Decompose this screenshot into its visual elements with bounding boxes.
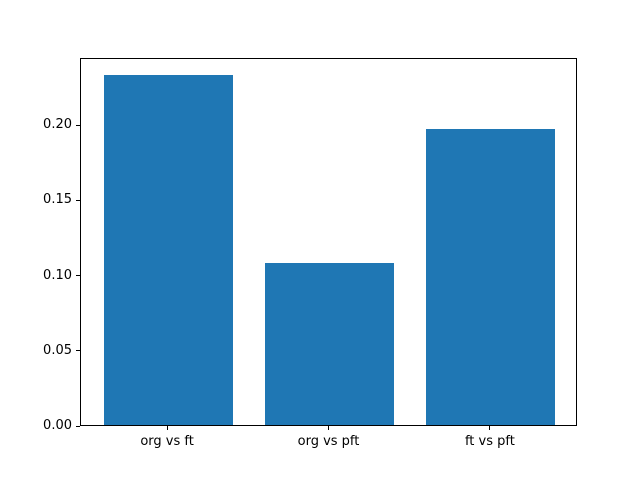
y-tick-mark [76,350,80,352]
y-tick-mark [76,199,80,201]
bar-ft-vs-pft [426,128,556,425]
plot-area [80,58,577,426]
x-tick-label: org vs pft [297,434,360,449]
y-tick-mark [76,425,80,427]
y-tick-mark [76,275,80,277]
x-tick-mark [166,426,168,430]
y-tick-label: 0.20 [43,117,72,133]
x-tick-label: org vs ft [140,434,194,449]
x-tick-mark [328,426,329,430]
y-tick-mark [76,124,80,126]
y-tick-label: 0.05 [43,342,72,358]
y-tick-label: 0.15 [43,192,72,208]
y-tick-label: 0.00 [43,418,72,433]
x-tick-label: ft vs pft [464,434,515,449]
y-tick-label: 0.10 [43,267,72,283]
x-tick-mark [489,426,491,430]
bar-org-vs-ft [103,74,233,425]
bar-org-vs-pft [265,262,395,425]
